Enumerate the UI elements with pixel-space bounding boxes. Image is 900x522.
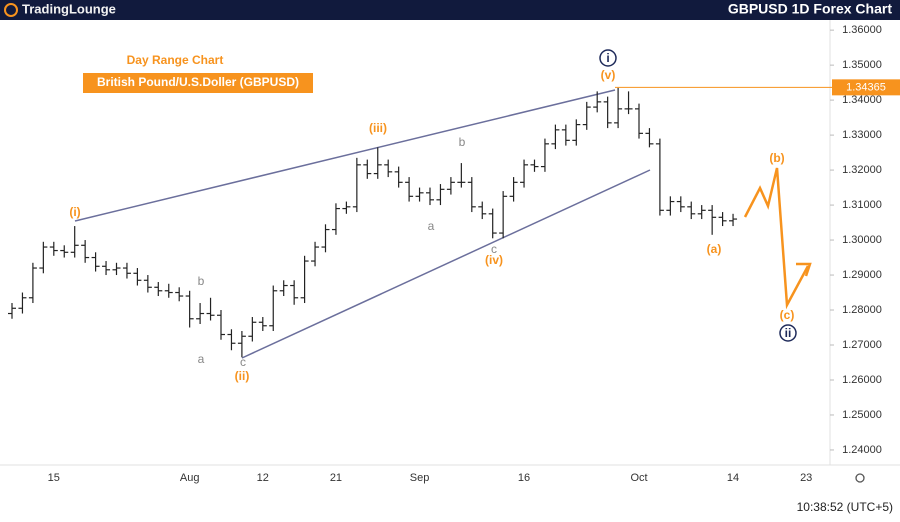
y-tick-label: 1.36000: [842, 24, 882, 36]
wedge-line: [74, 89, 616, 222]
wave-label: b: [198, 274, 205, 288]
wave-label: (i): [69, 205, 80, 219]
y-tick-label: 1.27000: [842, 339, 882, 351]
x-tick-label: 23: [800, 472, 812, 484]
wave-label: c: [491, 242, 497, 256]
x-tick-label: 21: [330, 472, 342, 484]
wave-label: (iv): [485, 253, 503, 267]
wave-label: (b): [769, 151, 784, 165]
brand: TradingLounge: [22, 1, 116, 16]
wave-label: ii: [785, 326, 792, 340]
wave-label: c: [240, 355, 246, 369]
logo-icon: [4, 3, 18, 17]
x-tick-label: Sep: [410, 472, 430, 484]
y-tick-label: 1.32000: [842, 164, 882, 176]
y-tick-label: 1.33000: [842, 129, 882, 141]
wave-label: (ii): [235, 369, 250, 383]
wave-label: (iii): [369, 121, 387, 135]
wave-label: b: [459, 135, 466, 149]
instrument-box: [83, 73, 313, 93]
y-tick-label: 1.31000: [842, 199, 882, 211]
wedge-line: [241, 169, 651, 359]
wave-circle: [599, 49, 617, 67]
clock: 10:38:52 (UTC+5): [797, 500, 893, 514]
wave-label: (a): [707, 242, 722, 256]
header-bar: [0, 0, 900, 20]
wave-label: i: [606, 51, 609, 65]
y-tick-label: 1.26000: [842, 374, 882, 386]
wave-circle: [779, 324, 797, 342]
wave-label: a: [198, 352, 205, 366]
last-price-tag: [832, 79, 900, 96]
y-tick-label: 1.29000: [842, 269, 882, 281]
x-tick-label: 14: [727, 472, 739, 484]
instrument: British Pound/U.S.Doller (GBPUSD): [97, 75, 299, 89]
y-tick-label: 1.34000: [842, 94, 882, 106]
wave-label: a: [428, 219, 435, 233]
y-tick-label: 1.28000: [842, 304, 882, 316]
y-tick-label: 1.25000: [842, 409, 882, 421]
subtitle: Day Range Chart: [127, 53, 224, 67]
x-tick-label: Aug: [180, 472, 200, 484]
x-tick-label: Oct: [630, 472, 647, 484]
y-tick-label: 1.30000: [842, 234, 882, 246]
last-price-label: 1.34365: [846, 81, 886, 93]
x-tick-label: 15: [48, 472, 60, 484]
y-tick-label: 1.35000: [842, 59, 882, 71]
settings-icon[interactable]: [855, 473, 865, 483]
projection-path: [743, 167, 810, 310]
wave-label: (v): [601, 68, 616, 82]
chart-title: GBPUSD 1D Forex Chart: [728, 1, 892, 17]
wave-label: (c): [780, 308, 795, 322]
projection-arrow: [796, 262, 812, 277]
x-tick-label: 16: [518, 472, 530, 484]
y-tick-label: 1.24000: [842, 444, 882, 456]
x-tick-label: 12: [257, 472, 269, 484]
